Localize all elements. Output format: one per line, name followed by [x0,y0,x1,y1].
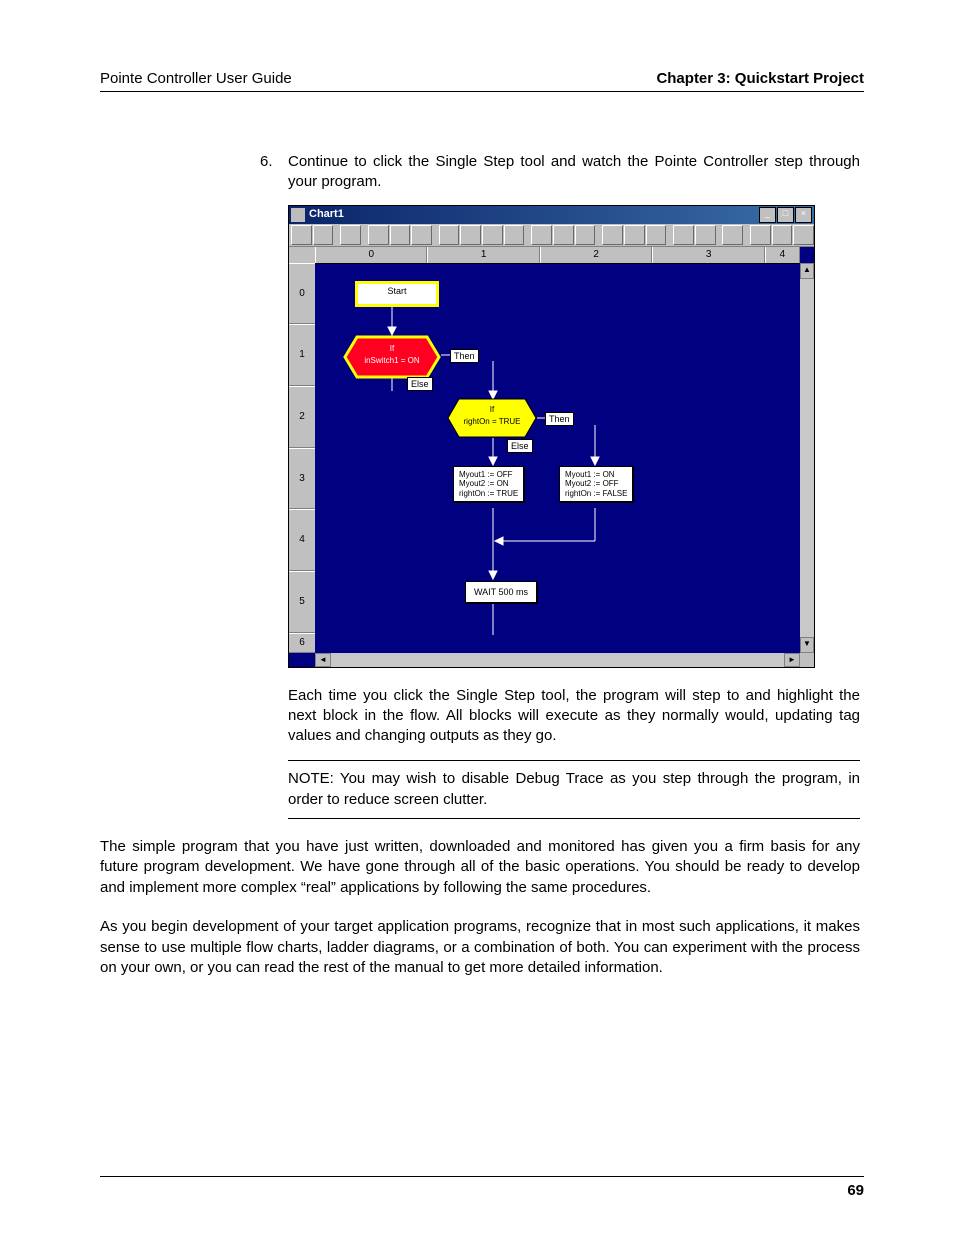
toolbar-button[interactable] [793,225,814,245]
toolbar-button[interactable] [722,225,743,245]
action-block-left: Myout1 := OFF Myout2 := ON rightOn := TR… [453,466,524,503]
svg-text:rightOn = TRUE: rightOn = TRUE [464,417,521,426]
page-number: 69 [847,1182,864,1199]
column-headers: 0 1 2 3 4 [315,247,800,264]
chart-window-screenshot: Chart1 _ □ × 0 1 2 [288,205,815,668]
toolbar [289,224,814,247]
wait-block: WAIT 500 ms [465,581,537,603]
toolbar-button[interactable] [575,225,596,245]
window-icon [291,208,305,222]
action-block-right: Myout1 := ON Myout2 := OFF rightOn := FA… [559,466,633,503]
else-label-1: Else [407,377,433,391]
vertical-scrollbar[interactable]: ▲ ▼ [800,263,814,653]
then-label-1: Then [450,349,479,363]
titlebar: Chart1 _ □ × [289,206,814,224]
row-header: 2 [289,386,315,448]
toolbar-button[interactable] [340,225,361,245]
row-header: 6 [289,633,315,653]
note-text: NOTE: You may wish to disable Debug Trac… [288,770,860,807]
flowchart-canvas: 0 1 2 3 4 0 1 2 3 4 5 6 ▲ [289,247,814,667]
toolbar-button[interactable] [772,225,793,245]
resize-grip-icon [800,653,814,667]
toolbar-button[interactable] [531,225,552,245]
toolbar-button[interactable] [291,225,312,245]
step-text: Continue to click the Single Step tool a… [288,152,860,193]
grid-corner [289,247,316,264]
maximize-button[interactable]: □ [777,207,794,223]
toolbar-button[interactable] [673,225,694,245]
row-header: 1 [289,324,315,386]
window-title: Chart1 [309,207,758,222]
else-label-2: Else [507,439,533,453]
toolbar-button[interactable] [750,225,771,245]
step-number: 6. [260,152,288,193]
row-headers: 0 1 2 3 4 5 6 [289,263,315,653]
then-label-2: Then [545,412,574,426]
toolbar-button[interactable] [602,225,623,245]
toolbar-button[interactable] [482,225,503,245]
col-header: 2 [540,247,652,263]
horizontal-scrollbar[interactable]: ◄ ► [315,653,800,667]
body-paragraph-2: As you begin development of your target … [100,917,860,979]
header-left: Pointe Controller User Guide [100,70,292,87]
row-header: 4 [289,509,315,571]
header-right: Chapter 3: Quickstart Project [656,70,864,87]
toolbar-button[interactable] [390,225,411,245]
condition-1-block: If inSwitch1 = ON [343,335,441,379]
followup-paragraph: Each time you click the Single Step tool… [288,686,860,747]
flowchart-arrows [315,263,800,653]
row-header: 0 [289,263,315,325]
scroll-up-icon[interactable]: ▲ [800,263,814,279]
scroll-right-icon[interactable]: ► [784,653,800,667]
toolbar-button[interactable] [439,225,460,245]
minimize-button[interactable]: _ [759,207,776,223]
col-header: 4 [765,247,800,263]
toolbar-button[interactable] [313,225,334,245]
toolbar-button[interactable] [646,225,667,245]
note-box: NOTE: You may wish to disable Debug Trac… [288,760,860,819]
start-block: Start [355,281,439,307]
svg-text:inSwitch1 = ON: inSwitch1 = ON [364,356,420,365]
toolbar-button[interactable] [695,225,716,245]
page-header: Pointe Controller User Guide Chapter 3: … [100,70,864,92]
col-header: 1 [427,247,539,263]
body-paragraph-1: The simple program that you have just wr… [100,837,860,899]
toolbar-button[interactable] [368,225,389,245]
toolbar-button[interactable] [624,225,645,245]
footer-rule [100,1176,864,1177]
scroll-left-icon[interactable]: ◄ [315,653,331,667]
svg-text:If: If [490,405,495,414]
svg-text:If: If [390,344,395,353]
condition-2-block: If rightOn = TRUE [447,398,537,438]
row-header: 3 [289,448,315,510]
toolbar-button[interactable] [553,225,574,245]
close-button[interactable]: × [795,207,812,223]
col-header: 0 [315,247,427,263]
toolbar-button[interactable] [504,225,525,245]
toolbar-button[interactable] [411,225,432,245]
scroll-down-icon[interactable]: ▼ [800,637,814,653]
col-header: 3 [652,247,764,263]
row-header: 5 [289,571,315,633]
step-6: 6. Continue to click the Single Step too… [260,152,860,193]
toolbar-button[interactable] [460,225,481,245]
